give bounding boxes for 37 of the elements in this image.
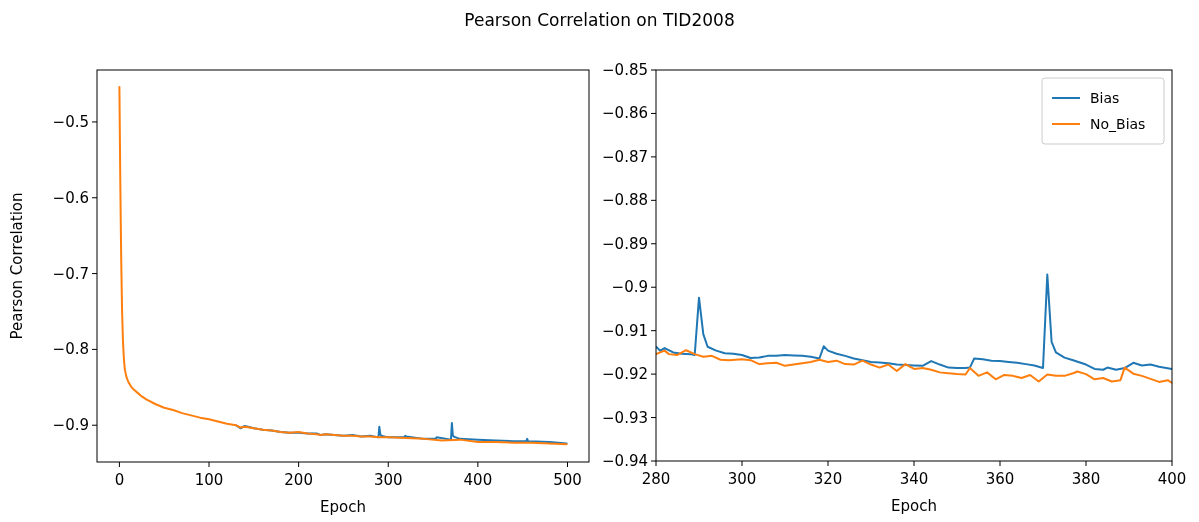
x-tick-label: 360 — [985, 470, 1015, 488]
y-tick-label: −0.93 — [602, 408, 648, 427]
x-tick-label: 380 — [1071, 470, 1101, 488]
x-tick-label: 0 — [114, 471, 125, 489]
y-tick-label: −0.6 — [52, 188, 89, 207]
y-tick-label: −0.9 — [611, 278, 648, 297]
x-tick-label: 100 — [194, 471, 224, 489]
x-tick-label: 400 — [463, 471, 493, 489]
x-tick-label: 320 — [813, 470, 843, 488]
legend-label: Bias — [1090, 90, 1120, 106]
x-tick-label: 300 — [373, 471, 403, 489]
x-tick-label: 400 — [1157, 470, 1187, 488]
x-axis-title: Epoch — [891, 497, 937, 515]
x-tick-label: 340 — [899, 470, 929, 488]
y-tick-label: −0.89 — [602, 234, 648, 253]
line-series — [656, 349, 1172, 384]
y-tick-label: −0.5 — [52, 112, 89, 131]
line-series — [118, 86, 568, 446]
y-tick-label: −0.87 — [602, 147, 648, 166]
x-tick-label: 500 — [553, 471, 582, 489]
chart-title: Pearson Correlation on TID2008 — [464, 10, 735, 30]
x-tick-label: 200 — [284, 471, 313, 489]
y-tick-label: −0.7 — [52, 264, 89, 283]
y-tick-label: −0.94 — [602, 452, 648, 470]
legend-label: No_Bias — [1090, 116, 1146, 132]
y-tick-label: −0.91 — [602, 321, 648, 340]
y-tick-label: −0.88 — [602, 191, 648, 210]
y-tick-label: −0.86 — [602, 104, 648, 123]
x-axis-title: Epoch — [320, 498, 366, 516]
y-tick-label: −0.92 — [602, 365, 648, 384]
y-axis-title: Pearson Correlation — [8, 192, 26, 340]
y-tick-label: −0.8 — [52, 340, 89, 359]
x-tick-label: 300 — [727, 470, 757, 488]
y-tick-label: −0.85 — [602, 61, 648, 79]
line-series — [656, 273, 1172, 371]
y-tick-label: −0.9 — [52, 416, 89, 435]
x-tick-label: 280 — [641, 470, 671, 488]
